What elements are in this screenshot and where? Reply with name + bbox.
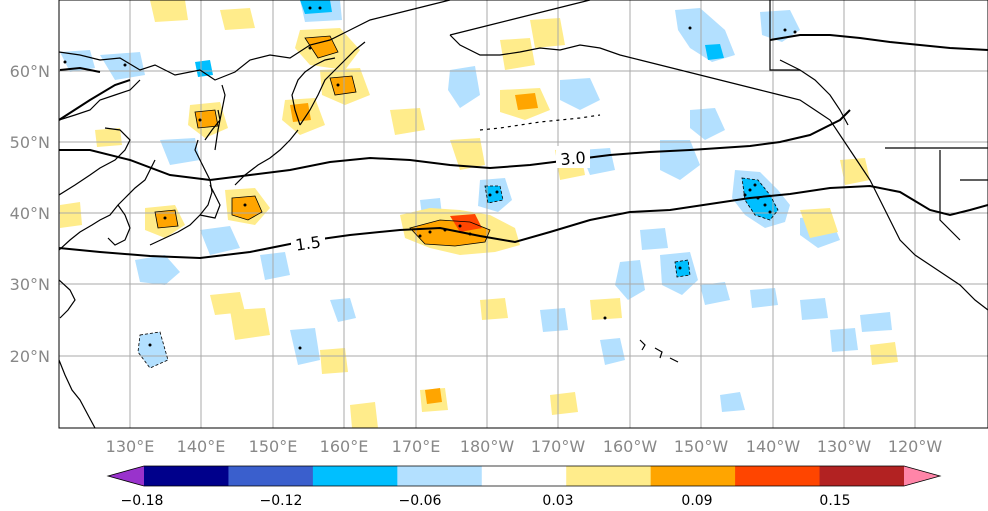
lat-label-20n: 20°N [10, 347, 50, 366]
lat-label-50n: 50°N [10, 133, 50, 152]
colorbar-segment [144, 466, 229, 486]
colorbar-outline [106, 465, 942, 487]
latitude-labels: 60°N 50°N 40°N 30°N 20°N [10, 62, 50, 366]
colorbar-segment [228, 466, 314, 486]
colorbar-segment [481, 466, 567, 486]
negative-anomaly-patches [60, 0, 892, 412]
map-border [58, 0, 988, 429]
cb-tick-neg-018: −0.18 [121, 493, 164, 509]
lon-label-120w: 120°W [888, 437, 943, 456]
cb-tick-015: 0.15 [819, 493, 850, 509]
lat-label-30n: 30°N [10, 275, 50, 294]
lon-label-130w: 130°W [817, 437, 872, 456]
coastlines [59, 0, 988, 428]
lon-label-150e: 150°E [249, 437, 298, 456]
colorbar-segment [735, 466, 821, 486]
cb-tick-003: 0.03 [542, 493, 573, 509]
significance-dots [63, 6, 797, 350]
colorbar-segment [108, 466, 144, 486]
cb-tick-neg-006: −0.06 [399, 493, 442, 509]
lat-label-40n: 40°N [10, 204, 50, 223]
contour-label-1-5: 1.5 [294, 232, 322, 254]
thick-contours [59, 34, 988, 260]
contour-label-bg-1 [556, 146, 590, 168]
colorbar-segment [650, 466, 736, 486]
colorbar-segment [312, 466, 398, 486]
colorbar-segment [819, 466, 905, 486]
very-strong-positive-patches [450, 214, 482, 232]
strong-negative-patches [195, 0, 778, 277]
lon-label-130e: 130°E [106, 437, 155, 456]
colorbar-segment [397, 466, 483, 486]
lon-label-150w: 150°W [674, 437, 729, 456]
cb-tick-009: 0.09 [681, 493, 712, 509]
colorbar-tick-labels: −0.18 −0.12 −0.06 0.03 0.09 0.15 [121, 493, 851, 509]
anomaly-contours [137, 35, 779, 369]
longitude-labels: 130°E 140°E 150°E 160°E 170°E 180°W 170°… [106, 437, 943, 456]
contour-label-3-0: 3.0 [560, 148, 587, 169]
cb-tick-neg-012: −0.12 [260, 493, 303, 509]
colorbar-segment [566, 466, 652, 486]
lon-label-170e: 170°E [392, 437, 441, 456]
colorbar-segment [904, 466, 940, 486]
lon-label-140e: 140°E [177, 437, 226, 456]
lon-label-140w: 140°W [746, 437, 801, 456]
lon-label-170w: 170°W [531, 437, 586, 456]
colorbar [106, 465, 942, 487]
map-content: 3.0 1.5 [59, 0, 988, 428]
lon-label-160e: 160°E [320, 437, 369, 456]
lon-label-180w: 180°W [460, 437, 515, 456]
lat-label-60n: 60°N [10, 62, 50, 81]
lon-label-160w: 160°W [603, 437, 658, 456]
contour-label-bg-2 [291, 232, 325, 254]
